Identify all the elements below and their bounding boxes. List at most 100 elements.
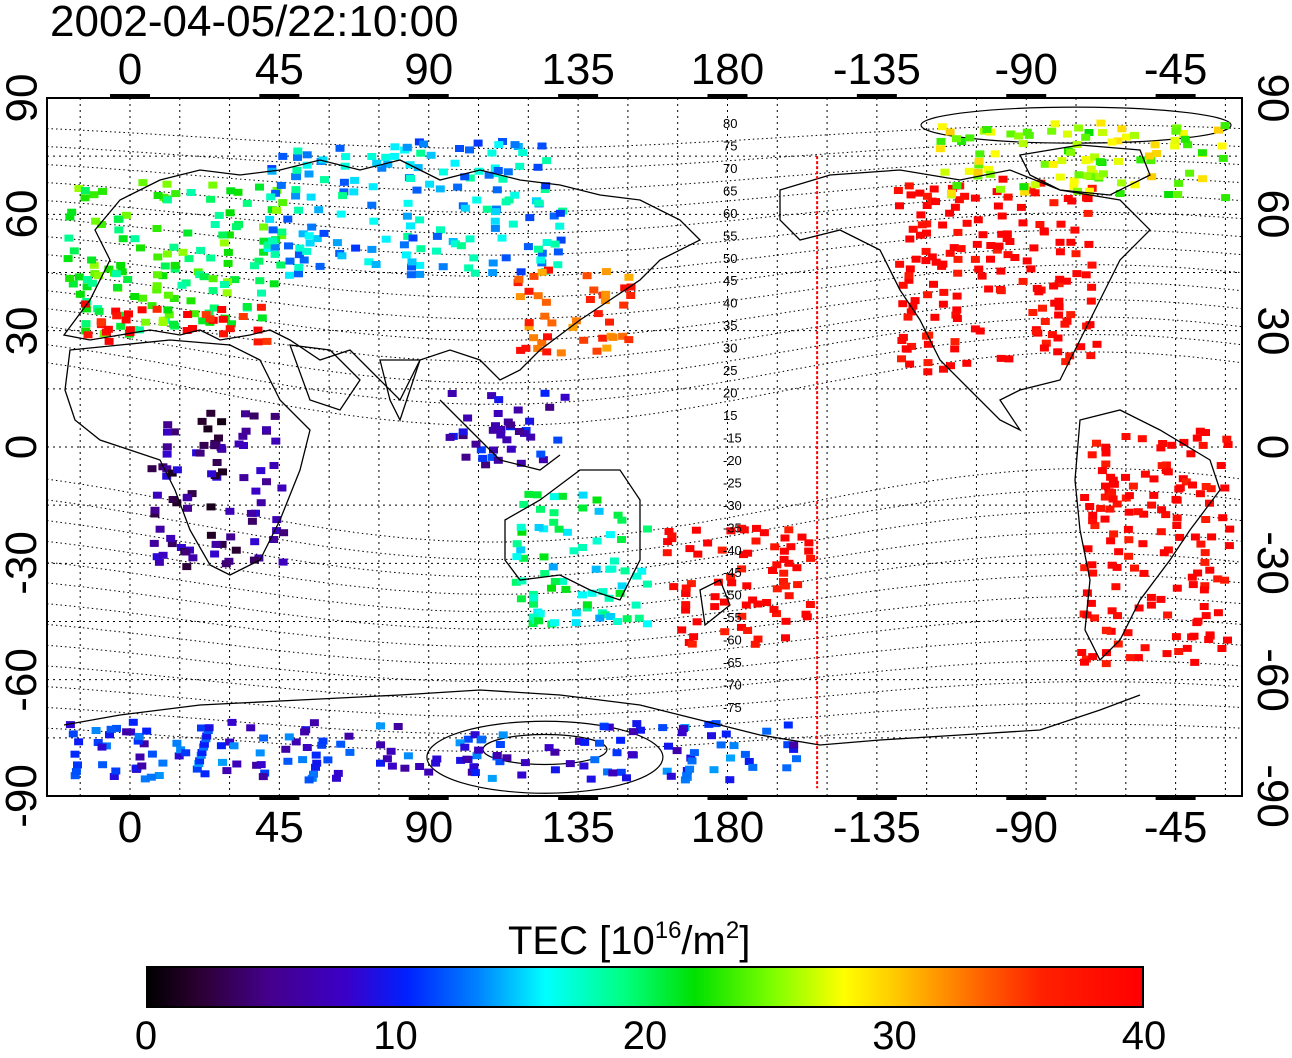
tec-cell [923,368,933,376]
tec-cell [642,620,652,628]
tec-cell [438,168,448,176]
tec-cell [276,261,286,269]
tec-cell [1054,280,1064,288]
tec-cell [550,240,560,248]
tec-cell [1139,569,1149,577]
tec-cell [311,751,321,759]
tec-cell [445,433,455,441]
tec-cell [487,149,497,157]
tec-cell [111,270,121,278]
timestamp-title: 2002-04-05/22:10:00 [50,0,459,46]
tec-cell [737,565,747,573]
tec-cell [520,759,530,767]
tec-cell [323,756,333,764]
tec-cell [87,256,97,264]
tec-cell [1010,254,1020,261]
contour-label: 40 [723,296,737,311]
contour-label: 50 [723,251,737,266]
tec-cell [103,325,113,333]
tec-cell [1149,491,1159,499]
tec-cell [284,242,293,250]
tec-cell [582,272,592,280]
tec-cell [153,192,163,199]
longitude-tick-label: -45 [1143,803,1208,852]
tec-cell [1083,195,1093,203]
contour-label: 65 [723,183,737,198]
tec-cell [556,236,566,244]
tec-cell [219,330,228,338]
tec-cell [952,315,962,322]
tec-cell [493,167,503,174]
tec-cell [231,546,241,554]
tec-cell [1100,515,1110,523]
tec-cell [975,150,985,158]
tec-cell [519,554,529,562]
tec-cell [257,314,267,322]
tec-cell [205,315,215,323]
tec-cell [1084,129,1094,136]
tec-cell [270,243,280,251]
tec-cell [249,412,259,420]
tec-cell [218,468,227,476]
tec-cell [780,534,790,542]
tec-cell [553,261,563,269]
tec-cell [1133,654,1143,662]
tec-cell [463,414,473,422]
tec-cell [720,628,730,636]
tec-cell [469,763,479,771]
contour-line [46,176,1243,213]
tec-cell [953,255,963,263]
tec-cell [478,454,488,462]
tec-cell [319,229,329,237]
tec-cell [725,776,735,784]
tec-cell [1146,157,1156,165]
tec-cell [534,524,544,531]
tec-cell [162,443,172,451]
tec-cell [707,732,716,740]
tec-cell [130,293,140,300]
tec-cell [1204,636,1214,643]
tec-cell [162,250,172,258]
tec-cell [805,601,815,608]
tec-cell [472,752,482,760]
tec-cell [1123,629,1133,637]
tec-cell [571,619,581,627]
tec-cell [1002,230,1012,238]
tec-cell [1087,451,1097,459]
tec-cell [589,286,599,294]
tec-cell [160,262,170,270]
tec-cell [1133,508,1143,516]
tec-cell [255,183,264,191]
tec-cell [1220,122,1230,130]
tec-cell [1121,433,1131,440]
tec-cell [792,755,801,763]
tec-cell [111,307,121,315]
tec-cell [227,718,237,726]
tec-cell [167,540,177,548]
tec-cell [1172,584,1182,592]
tec-cell [406,175,416,182]
tec-cell [970,194,980,202]
tec-cell [1183,141,1193,149]
tec-cell [984,285,994,293]
tec-cell [1022,257,1032,265]
tec-cell [1201,483,1211,490]
tec-cell [556,349,566,357]
tec-cell [128,718,138,726]
tec-cell [1088,653,1098,661]
tec-cell [154,772,164,779]
tec-cell [503,168,513,176]
tec-cell [121,211,131,219]
india-outline [379,359,421,422]
tec-cell [1180,135,1190,143]
tec-cell [70,772,80,780]
tec-cell [367,245,377,253]
tec-cell [489,446,498,454]
tec-cell [268,237,278,245]
contour-label: 25 [723,363,737,378]
indonesia-outline [439,399,561,471]
tec-cell [1080,564,1090,572]
tec-cell [294,270,303,278]
tec-cell [997,230,1007,238]
tec-cell [666,772,676,780]
